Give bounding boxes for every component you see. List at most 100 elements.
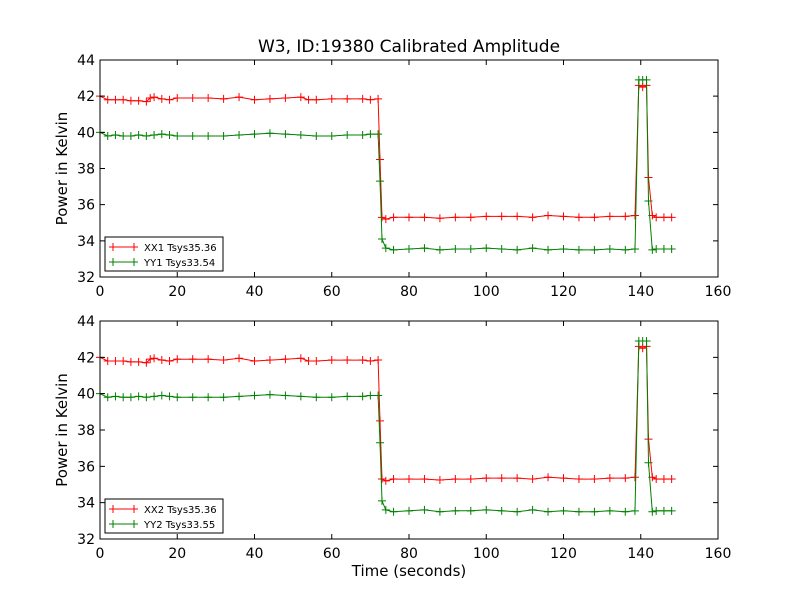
series-xx1: [96, 81, 676, 224]
data-point: [111, 131, 120, 140]
data-point: [111, 356, 120, 365]
data-point: [366, 95, 375, 104]
data-point: [265, 94, 274, 103]
data-point: [435, 214, 444, 223]
data-point: [188, 393, 197, 402]
data-point: [466, 244, 475, 253]
data-point: [204, 355, 213, 364]
data-point: [559, 474, 568, 483]
data-point: [126, 131, 135, 140]
data-point: [134, 131, 143, 140]
data-point: [296, 93, 305, 102]
data-point: [377, 496, 386, 505]
data-point: [146, 93, 155, 102]
data-point: [157, 391, 166, 400]
legend-label: YY1 Tsys33.54: [143, 258, 215, 269]
data-point: [574, 507, 583, 516]
data-point: [146, 355, 155, 364]
data-point: [513, 474, 522, 483]
data-point: [103, 356, 112, 365]
data-point: [358, 94, 367, 103]
data-point: [544, 507, 553, 516]
x-tick-label: 100: [473, 284, 500, 300]
data-point: [165, 392, 174, 401]
data-point: [659, 213, 668, 222]
data-point: [204, 393, 213, 402]
data-point: [667, 213, 676, 222]
data-point: [630, 244, 639, 253]
data-point: [304, 356, 313, 365]
data-point: [103, 95, 112, 104]
data-point: [377, 213, 386, 222]
data-point: [150, 131, 159, 140]
data-point: [630, 211, 639, 220]
y-tick-label: 42: [77, 350, 95, 366]
data-point: [513, 212, 522, 221]
legend-marker: [130, 243, 138, 251]
data-point: [381, 244, 390, 253]
data-point: [374, 94, 383, 103]
legend-label: YY2 Tsys33.55: [143, 520, 215, 531]
y-tick-label: 44: [77, 314, 95, 330]
data-point: [621, 245, 630, 254]
data-point: [250, 130, 259, 139]
data-point: [667, 244, 676, 253]
legend-box: [104, 236, 224, 272]
x-tick-label: 60: [323, 546, 341, 562]
data-point: [381, 505, 390, 514]
x-tick-label: 20: [168, 546, 186, 562]
data-point: [366, 391, 375, 400]
data-point: [376, 155, 385, 164]
data-point: [173, 355, 182, 364]
data-point: [405, 506, 413, 515]
data-point: [528, 244, 537, 253]
data-point: [142, 131, 151, 140]
data-point: [497, 244, 506, 253]
data-point: [389, 213, 398, 222]
data-point: [389, 245, 398, 254]
data-point: [389, 507, 398, 516]
data-point: [621, 474, 630, 483]
data-point: [219, 94, 228, 103]
data-point: [528, 475, 537, 484]
data-point: [142, 393, 151, 402]
data-point: [642, 336, 651, 345]
data-point: [119, 393, 128, 402]
series-yy2: [96, 336, 676, 516]
data-point: [173, 131, 182, 140]
data-point: [265, 356, 274, 365]
data-point: [376, 438, 385, 447]
data-point: [659, 475, 668, 484]
data-point: [544, 473, 553, 482]
data-point: [574, 475, 583, 484]
x-tick-label: 140: [627, 546, 654, 562]
data-point: [134, 357, 143, 366]
data-point: [327, 356, 336, 365]
data-point: [150, 93, 159, 102]
data-point: [281, 93, 290, 102]
x-tick-label: 0: [96, 546, 105, 562]
legend-marker: [130, 258, 138, 266]
data-point: [327, 393, 336, 402]
data-point: [235, 392, 244, 401]
data-point: [513, 507, 522, 516]
data-point: [451, 475, 460, 484]
data-point: [304, 95, 313, 104]
data-point: [374, 356, 383, 365]
data-point: [312, 131, 321, 140]
legend-marker: [130, 520, 138, 528]
data-point: [451, 506, 460, 515]
data-point: [559, 212, 568, 221]
data-point: [296, 392, 305, 401]
data-point: [119, 95, 128, 104]
data-point: [482, 212, 491, 221]
data-point: [544, 245, 553, 254]
data-point: [630, 506, 639, 515]
data-point: [204, 93, 213, 102]
data-point: [219, 393, 228, 402]
data-point: [435, 507, 444, 516]
y-tick-label: 32: [77, 532, 95, 548]
data-point: [377, 235, 386, 244]
data-point: [559, 506, 568, 515]
data-point: [652, 506, 661, 515]
